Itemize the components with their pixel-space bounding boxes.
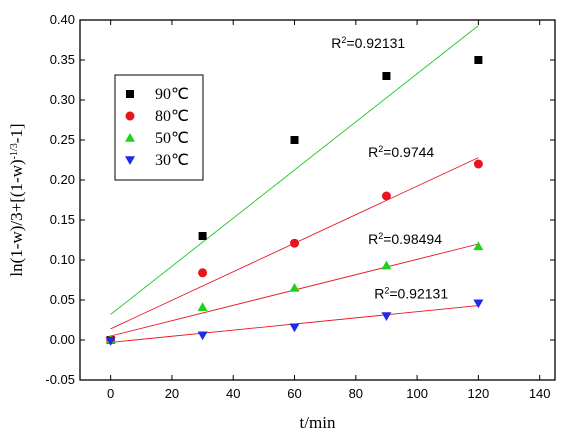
marker-triangle-up [473, 241, 484, 251]
y-axis-title: ln(1-w)/3+[(1-w)-1/3-1] [7, 123, 26, 276]
y-tick-label: -0.05 [45, 372, 75, 387]
marker-triangle-up [197, 302, 208, 311]
r-squared-value: =0.92131 [389, 285, 448, 301]
plot-frame [79, 19, 556, 381]
marker-circle [290, 238, 300, 248]
marker-triangle-down [473, 299, 484, 309]
r-squared-label: R2=0.92131 [374, 285, 448, 301]
x-tick-label: 60 [287, 386, 301, 401]
y-tick-label: 0.05 [50, 292, 75, 307]
r-squared-sup: 2 [384, 285, 389, 295]
marker-square [474, 56, 483, 64]
x-tick-label: 100 [406, 386, 428, 401]
marker-circle [125, 111, 135, 121]
r-squared-sup: 2 [341, 35, 346, 45]
y-axis-title-main: ln(1-w)/3+[(1-w) [7, 159, 26, 276]
data-markers [105, 56, 484, 346]
x-tick-label: 0 [107, 386, 114, 401]
r-squared-value: =0.98494 [383, 231, 442, 247]
y-tick-label: 0.10 [50, 252, 75, 267]
marker-triangle-down [125, 156, 135, 165]
marker-square [126, 90, 134, 98]
marker-triangle-down [381, 312, 392, 321]
r-squared-base: R [374, 285, 384, 301]
marker-triangle-up [381, 260, 392, 270]
x-tick-label: 80 [349, 386, 363, 401]
fit-line-0 [110, 25, 479, 315]
legend: 90℃ 80℃ 50℃ 30℃ [114, 74, 204, 181]
r-squared-sup: 2 [378, 144, 383, 154]
r-squared-value: =0.9744 [383, 144, 434, 160]
marker-circle [198, 268, 208, 278]
y-tick-label: 0.20 [50, 172, 75, 187]
x-tick-label: 140 [529, 386, 551, 401]
x-tick-label: 20 [165, 386, 179, 401]
legend-label: 80℃ [155, 108, 189, 125]
legend-label: 50℃ [155, 130, 189, 147]
marker-triangle-down [105, 337, 116, 346]
r-squared-base: R [331, 35, 341, 51]
marker-square [290, 136, 299, 144]
y-tick-label: 0.00 [50, 332, 75, 347]
y-axis-title-sup: -1/3 [9, 143, 20, 159]
x-axis: 0 20 40 60 80 100 120 140 [107, 20, 551, 401]
marker-triangle-down [289, 323, 300, 333]
x-axis-title: t/min [300, 413, 336, 432]
y-axis: -0.05 0.00 0.05 0.10 0.15 0.20 0.25 0.30 0.35 0.4… [45, 12, 555, 387]
r-squared-label: R2=0.98494 [368, 231, 442, 247]
y-tick-label: 0.25 [50, 132, 75, 147]
x-tick-label: 120 [468, 386, 490, 401]
marker-triangle-up [125, 133, 135, 142]
r-squared-base: R [368, 144, 378, 160]
r-squared-sup: 2 [378, 231, 383, 241]
marker-triangle-up [289, 283, 300, 292]
y-tick-label: 0.15 [50, 212, 75, 227]
r-squared-value: =0.92131 [346, 35, 405, 51]
marker-square [198, 232, 207, 240]
y-axis-title-tail: -1] [7, 123, 26, 143]
marker-circle [381, 191, 391, 201]
r-squared-base: R [368, 231, 378, 247]
marker-circle [473, 159, 483, 169]
marker-triangle-down [197, 331, 208, 341]
legend-label: 90℃ [155, 86, 189, 103]
legend-label: 30℃ [155, 152, 189, 169]
y-tick-label: 0.40 [50, 12, 75, 27]
y-tick-label: 0.35 [50, 52, 75, 67]
y-tick-label: 0.30 [50, 92, 75, 107]
x-tick-label: 40 [226, 386, 240, 401]
r-squared-label: R2=0.9744 [368, 144, 434, 160]
marker-square [382, 72, 391, 80]
r-squared-label: R2=0.92131 [331, 35, 405, 51]
